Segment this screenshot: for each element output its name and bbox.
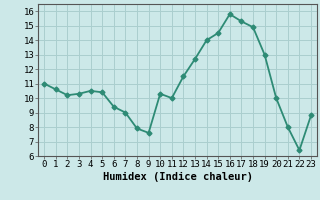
X-axis label: Humidex (Indice chaleur): Humidex (Indice chaleur)	[103, 172, 252, 182]
